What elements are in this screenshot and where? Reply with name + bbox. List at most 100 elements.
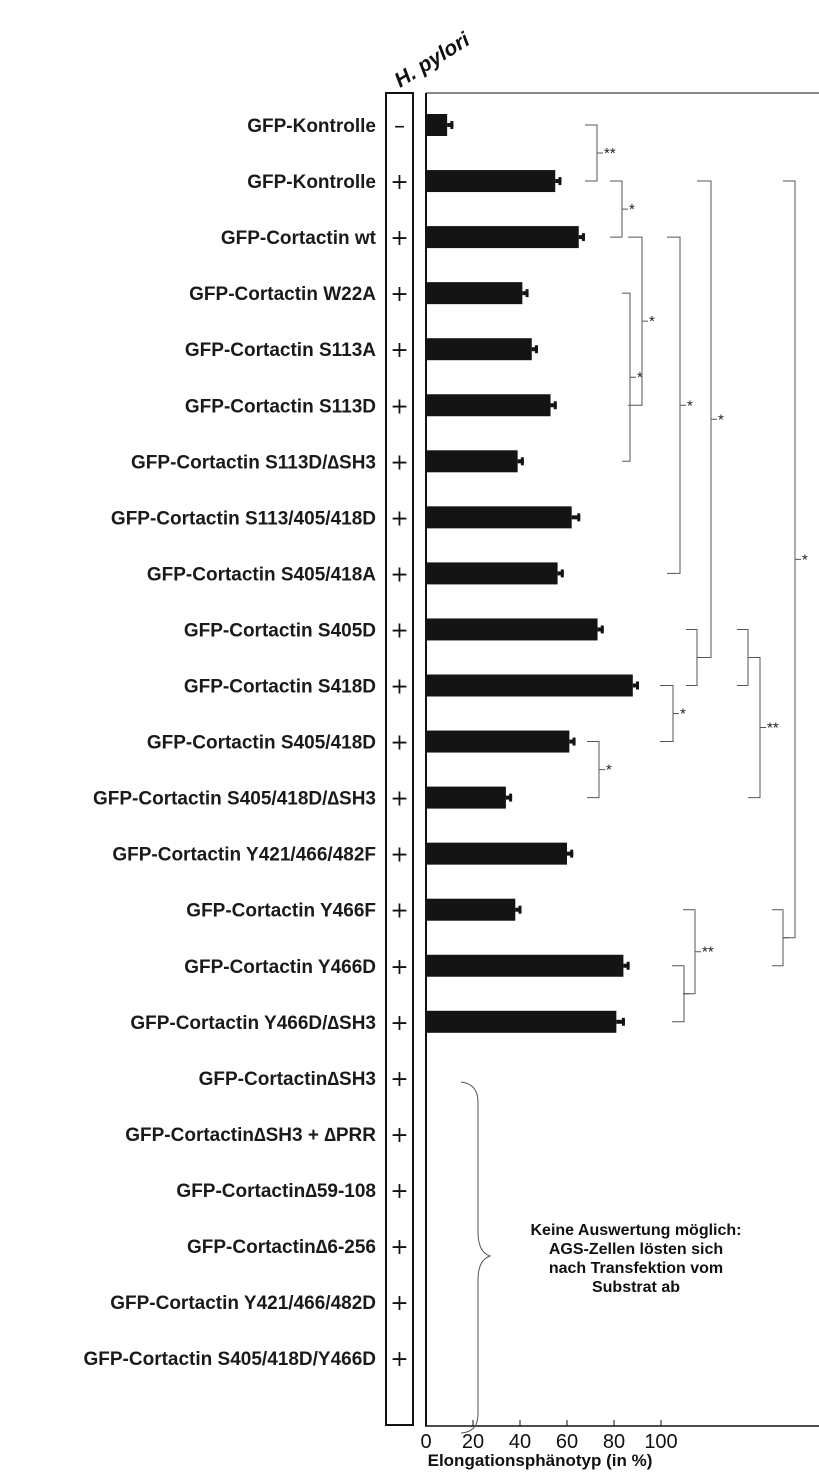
category-label: GFP-Cortactin S418D (184, 677, 376, 698)
category-label: GFP-Cortactin S113A (185, 340, 376, 361)
significance-bracket (748, 656, 766, 799)
significance-label: * (649, 313, 655, 330)
bar (426, 394, 551, 417)
significance-label: * (606, 762, 612, 779)
error-cap (572, 737, 576, 746)
infection-sign: – (394, 114, 405, 139)
significance-label: ** (604, 145, 616, 162)
infection-sign: + (390, 1067, 408, 1092)
category-label: GFP-Cortactin S405D (184, 620, 376, 641)
x-tick-label: 20 (462, 1431, 484, 1453)
significance-label: * (718, 411, 724, 428)
annotation-line: AGS-Zellen lösten sich (549, 1241, 723, 1258)
infection-sign: + (390, 1235, 408, 1260)
bar (426, 114, 448, 136)
category-label: GFP-Cortactin wt (221, 228, 377, 249)
bar (426, 954, 624, 977)
x-tick-label: 60 (556, 1431, 578, 1453)
bar (426, 842, 567, 865)
significance-bracket (686, 628, 703, 686)
infection-sign: + (390, 899, 408, 924)
error-cap (621, 1017, 625, 1026)
infection-sign: + (390, 955, 408, 980)
infection-sign: + (390, 787, 408, 812)
bars (426, 114, 639, 1033)
error-cap (558, 177, 562, 186)
x-tick-label: 40 (509, 1431, 531, 1453)
category-label: GFP-Cortactin∆SH3 (199, 1069, 376, 1090)
infection-sign: + (390, 338, 408, 363)
infection-sign: + (390, 282, 408, 307)
bar (426, 338, 532, 361)
x-tick-label: 100 (644, 1431, 677, 1453)
annotation-line: Keine Auswertung möglich: (531, 1222, 742, 1239)
x-tick-label: 80 (603, 1431, 625, 1453)
annotation-line: Substrat ab (592, 1279, 680, 1296)
significance-label: * (637, 369, 643, 386)
error-bar (550, 403, 557, 408)
error-cap (570, 849, 574, 858)
error-bar (597, 627, 604, 632)
significance-bracket (587, 741, 605, 799)
significance-bracket (772, 909, 789, 967)
error-bar (632, 683, 639, 688)
infection-sign: + (390, 843, 408, 868)
significance-label: * (680, 706, 686, 723)
error-bar (557, 571, 564, 576)
bar (426, 730, 570, 753)
infection-sign: + (390, 506, 408, 531)
category-label: GFP-Cortactin Y421/466/482F (112, 845, 376, 866)
significance-label: * (629, 201, 635, 218)
bar (426, 506, 572, 529)
significance-bracket (610, 180, 628, 238)
error-bar (555, 179, 562, 184)
error-cap (636, 681, 639, 690)
bar (426, 450, 518, 473)
significance-bracket (667, 236, 686, 574)
category-labels: GFP-Kontrolle GFP-Kontrolle GFP-Cortactin … (83, 116, 376, 1370)
bar (426, 786, 506, 809)
significance-label: ** (702, 944, 714, 961)
infection-sign: + (390, 1347, 408, 1372)
category-label: GFP-Kontrolle (247, 172, 376, 193)
infection-box (385, 92, 414, 1426)
error-cap (560, 569, 564, 578)
error-bar (623, 963, 630, 968)
significance-label: * (687, 397, 693, 414)
category-label: GFP-Cortactin S113/405/418D (111, 508, 376, 529)
error-cap (534, 345, 538, 354)
annotation-note: Keine Auswertung möglich: AGS-Zellen löst… (531, 1222, 742, 1296)
significance-bracket (783, 180, 801, 939)
infection-sign: + (390, 1291, 408, 1316)
bar (426, 674, 633, 697)
infection-sign: + (390, 1011, 408, 1036)
error-cap (509, 793, 513, 802)
error-cap (600, 625, 604, 634)
infection-sign: + (390, 618, 408, 643)
category-label: GFP-Cortactin Y466F (186, 901, 376, 922)
significance-bracket (683, 909, 701, 995)
error-cap (577, 513, 581, 522)
x-axis-label: Elongationsphänotyp (in %) (428, 1451, 653, 1470)
category-label: GFP-Cortactin S405/418A (147, 564, 376, 585)
error-cap (553, 401, 557, 410)
infection-sign: + (390, 562, 408, 587)
infection-sign: + (390, 170, 408, 195)
significance-bracket (622, 292, 636, 462)
error-cap (626, 961, 630, 970)
error-bar (517, 459, 524, 464)
error-cap (520, 457, 524, 466)
error-bar (522, 291, 529, 296)
error-cap (581, 233, 585, 242)
curly-brace (460, 1081, 492, 1434)
significance-bracket (737, 628, 754, 686)
infection-header: H. pylori (390, 28, 474, 93)
bar (426, 898, 516, 921)
infection-sign: + (390, 1123, 408, 1148)
error-bar (569, 739, 576, 744)
error-bar (578, 235, 585, 240)
infection-sign: + (390, 450, 408, 475)
error-bar (531, 347, 538, 352)
category-label: GFP-Cortactin∆SH3 + ∆PRR (125, 1125, 376, 1146)
category-label: GFP-Cortactin S405/418D (147, 733, 376, 754)
